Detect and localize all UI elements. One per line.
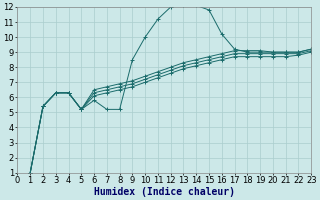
X-axis label: Humidex (Indice chaleur): Humidex (Indice chaleur) [94,186,235,197]
